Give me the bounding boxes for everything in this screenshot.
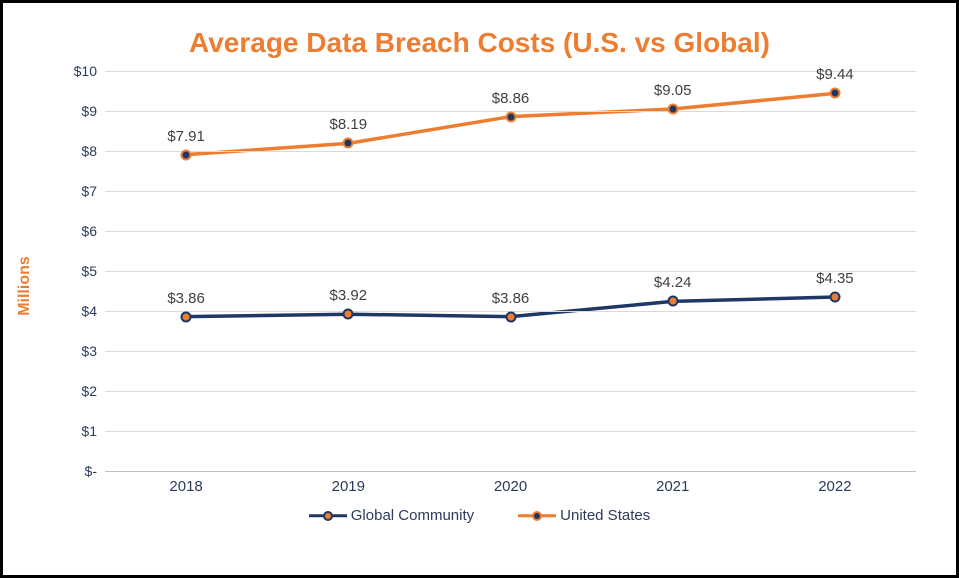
legend-label: Global Community <box>351 507 474 524</box>
grid-line <box>105 431 916 432</box>
x-tick-label: 2022 <box>818 478 851 495</box>
legend-marker-icon <box>532 511 542 521</box>
y-tick-label: $8 <box>47 143 97 159</box>
legend-label: United States <box>560 507 650 524</box>
chart-title: Average Data Breach Costs (U.S. vs Globa… <box>33 27 926 59</box>
y-tick-label: $10 <box>47 63 97 79</box>
chart-frame: Average Data Breach Costs (U.S. vs Globa… <box>0 0 959 578</box>
grid-line <box>105 231 916 232</box>
data-label: $3.86 <box>492 290 530 307</box>
data-label: $9.44 <box>816 66 854 83</box>
y-tick-label: $2 <box>47 383 97 399</box>
data-label: $4.24 <box>654 274 692 291</box>
x-tick-label: 2021 <box>656 478 689 495</box>
legend-swatch <box>518 509 556 523</box>
data-marker <box>667 104 678 115</box>
legend-marker-icon <box>323 511 333 521</box>
y-tick-label: $- <box>47 463 97 479</box>
legend-item: Global Community <box>309 507 474 524</box>
data-label: $4.35 <box>816 270 854 287</box>
data-label: $9.05 <box>654 82 692 99</box>
data-marker <box>181 311 192 322</box>
y-tick-label: $5 <box>47 263 97 279</box>
data-marker <box>343 309 354 320</box>
y-tick-label: $3 <box>47 343 97 359</box>
data-label: $7.91 <box>167 128 205 145</box>
data-marker <box>829 88 840 99</box>
data-marker <box>343 138 354 149</box>
legend-swatch <box>309 509 347 523</box>
y-axis-label: Millions <box>16 256 34 316</box>
grid-line <box>105 151 916 152</box>
legend: Global Community United States <box>33 507 926 524</box>
data-label: $3.86 <box>167 290 205 307</box>
grid-line <box>105 71 916 72</box>
x-tick-label: 2018 <box>169 478 202 495</box>
grid-line <box>105 391 916 392</box>
grid-line <box>105 191 916 192</box>
x-tick-label: 2019 <box>332 478 365 495</box>
data-label: $3.92 <box>330 287 368 304</box>
y-tick-label: $7 <box>47 183 97 199</box>
data-label: $8.86 <box>492 90 530 107</box>
y-tick-label: $4 <box>47 303 97 319</box>
data-marker <box>829 292 840 303</box>
plot-region: $-$1$2$3$4$5$6$7$8$9$1020182019202020212… <box>105 71 916 471</box>
x-tick-label: 2020 <box>494 478 527 495</box>
data-marker <box>505 111 516 122</box>
data-marker <box>181 149 192 160</box>
legend-item: United States <box>518 507 650 524</box>
y-tick-label: $9 <box>47 103 97 119</box>
y-tick-label: $1 <box>47 423 97 439</box>
data-marker <box>505 311 516 322</box>
data-label: $8.19 <box>330 116 368 133</box>
chart-area: Millions $-$1$2$3$4$5$6$7$8$9$1020182019… <box>33 71 926 501</box>
grid-line <box>105 271 916 272</box>
y-tick-label: $6 <box>47 223 97 239</box>
grid-line <box>105 351 916 352</box>
data-marker <box>667 296 678 307</box>
grid-line <box>105 471 916 472</box>
